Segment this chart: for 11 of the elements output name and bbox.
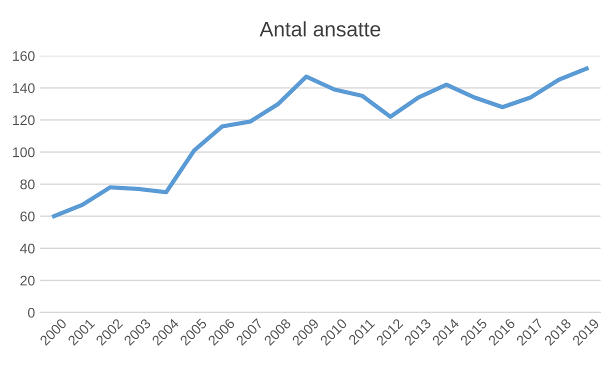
y-tick-label: 160: [13, 51, 35, 61]
y-tick-label: 40: [20, 244, 35, 254]
y-tick-label: 60: [20, 212, 35, 222]
y-tick-label: 20: [20, 276, 35, 286]
y-tick-label: 100: [13, 147, 35, 158]
line-series: [52, 66, 589, 218]
y-tick-label: 80: [20, 179, 35, 190]
y-tick-label: 0: [28, 308, 35, 318]
y-tick-label: 120: [13, 115, 35, 126]
chart-title: Antal ansatte: [260, 21, 380, 37]
y-tick-label: 140: [13, 83, 35, 94]
